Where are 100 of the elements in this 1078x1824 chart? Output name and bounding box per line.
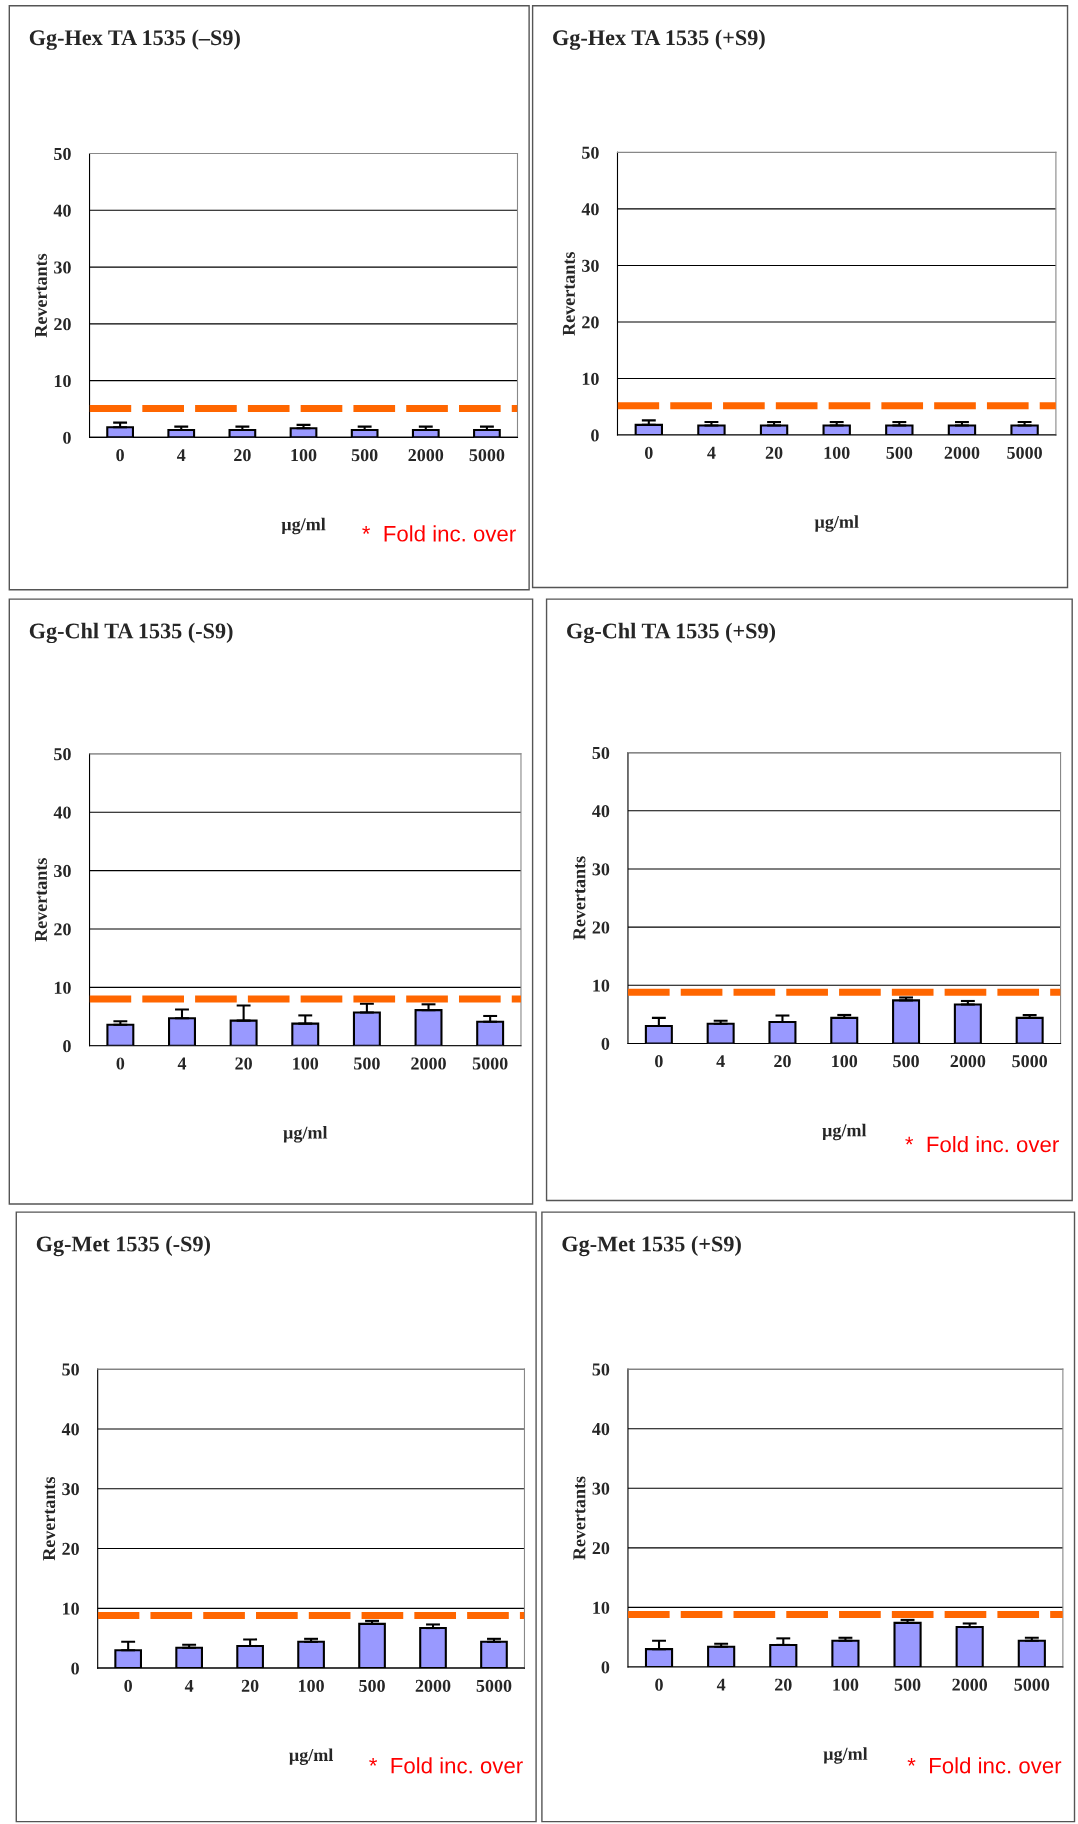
y-tick-label: 50: [592, 746, 610, 760]
y-axis-title: Revertants: [573, 856, 586, 940]
x-tick-label: 5000: [1014, 1678, 1050, 1691]
x-tick-label: 2000: [952, 1678, 988, 1691]
text: * Fold inc. over: [369, 1757, 523, 1774]
y-axis-title: Revertants: [562, 252, 575, 336]
y-axis-title: Revertants: [34, 253, 47, 338]
chart-title: Gg-Hex TA 1535 (+S9): [553, 29, 765, 50]
y-tick-label: 0: [601, 1661, 610, 1674]
text: * Fold inc. over: [907, 1757, 1062, 1774]
y-tick-label: 20: [62, 1542, 79, 1555]
y-tick-label: 30: [54, 864, 71, 878]
x-tick-label: 20: [765, 446, 783, 459]
bar: [644, 1024, 673, 1044]
x-tick-label: 2000: [944, 446, 980, 459]
x-tick-label: 20: [775, 1678, 792, 1691]
x-tick-label: 0: [655, 1055, 663, 1068]
y-tick-label: 50: [592, 1363, 610, 1376]
y-tick-label: 30: [582, 259, 599, 272]
y-tick-label: 20: [54, 318, 71, 331]
x-tick-label: 0: [116, 449, 124, 462]
x-tick-label: 4: [184, 1679, 194, 1692]
y-tick-label: 50: [54, 147, 71, 160]
y-axis-title: Revertants: [573, 1476, 586, 1560]
x-tick-label: 500: [354, 1057, 380, 1070]
x-axis-title: µg/ml: [814, 515, 859, 532]
x-axis-title: µg/ml: [822, 1123, 867, 1141]
y-tick-label: 40: [53, 204, 71, 217]
y-tick-label: 40: [581, 203, 599, 216]
chart-title: Gg-Met 1535 (-S9): [36, 1235, 210, 1257]
y-tick-label: 10: [593, 1601, 610, 1614]
x-tick-label: 0: [124, 1679, 132, 1692]
text: * Fold inc. over: [362, 525, 516, 542]
x-tick-label: 0: [116, 1057, 125, 1070]
y-tick-label: 10: [54, 374, 71, 388]
x-tick-label: 500: [886, 446, 913, 459]
x-tick-label: 500: [893, 1055, 919, 1068]
x-tick-label: 100: [293, 1057, 319, 1070]
bar: [953, 1003, 982, 1044]
y-tick-label: 0: [63, 1040, 71, 1053]
y-tick-label: 0: [71, 1662, 79, 1675]
chart-title: Gg-Chl TA 1535 (+S9): [567, 622, 776, 644]
x-tick-label: 2000: [408, 449, 444, 462]
x-tick-label: 500: [351, 449, 378, 462]
x-tick-label: 500: [359, 1679, 385, 1692]
bar: [830, 1016, 859, 1044]
x-tick-label: 5000: [1007, 446, 1042, 459]
x-tick-label: 5000: [469, 449, 505, 462]
x-tick-label: 4: [716, 1678, 726, 1691]
y-tick-label: 40: [53, 806, 71, 819]
x-axis-title: µg/ml: [283, 1126, 328, 1143]
y-tick-label: 10: [593, 979, 610, 992]
y-tick-label: 30: [592, 863, 610, 876]
y-tick-label: 40: [592, 1422, 610, 1436]
x-tick-label: 0: [644, 446, 653, 459]
y-tick-label: 20: [54, 923, 71, 936]
x-tick-label: 100: [298, 1679, 324, 1692]
y-tick-label: 30: [62, 1483, 79, 1496]
y-tick-label: 50: [582, 146, 599, 159]
x-tick-label: 100: [833, 1678, 859, 1691]
x-axis-title: µg/ml: [281, 517, 326, 535]
y-tick-label: 0: [591, 429, 599, 442]
y-tick-label: 10: [63, 1602, 79, 1615]
y-axis-title: Revertants: [34, 858, 47, 942]
y-tick-label: 20: [592, 1542, 610, 1555]
y-tick-label: 30: [592, 1482, 610, 1495]
x-tick-label: 5000: [476, 1679, 512, 1692]
x-tick-label: 100: [832, 1055, 858, 1068]
chart-title: Gg-Hex TA 1535 (–S9): [29, 29, 240, 50]
chart-title: Gg-Met 1535 (+S9): [562, 1235, 741, 1257]
text: * Fold inc. over: [905, 1136, 1059, 1153]
x-tick-label: 0: [655, 1678, 663, 1691]
x-tick-label: 500: [894, 1678, 921, 1691]
x-tick-label: 5000: [1012, 1055, 1048, 1068]
x-tick-label: 4: [707, 446, 716, 459]
x-tick-label: 20: [235, 1057, 252, 1070]
x-tick-label: 20: [241, 1679, 259, 1692]
x-tick-label: 4: [177, 1057, 187, 1070]
y-tick-label: 20: [592, 921, 610, 934]
bar: [892, 999, 921, 1044]
y-tick-label: 50: [54, 748, 71, 761]
bar: [1015, 1016, 1044, 1044]
y-tick-label: 10: [54, 981, 71, 994]
y-tick-label: 50: [62, 1363, 79, 1376]
bar: [706, 1022, 735, 1044]
x-tick-label: 2000: [411, 1057, 446, 1070]
x-axis-title: µg/ml: [289, 1748, 334, 1765]
x-tick-label: 5000: [472, 1057, 508, 1070]
y-tick-label: 0: [601, 1037, 610, 1050]
y-tick-label: 30: [54, 261, 71, 274]
x-tick-label: 20: [234, 449, 251, 462]
bar: [768, 1020, 797, 1044]
x-tick-label: 4: [176, 449, 186, 462]
x-tick-label: 4: [716, 1055, 725, 1068]
y-tick-label: 10: [582, 372, 599, 385]
x-tick-label: 2000: [950, 1055, 986, 1068]
x-tick-label: 2000: [415, 1679, 451, 1692]
x-tick-label: 100: [291, 449, 317, 462]
y-tick-label: 0: [63, 431, 71, 444]
y-tick-label: 40: [61, 1423, 79, 1436]
